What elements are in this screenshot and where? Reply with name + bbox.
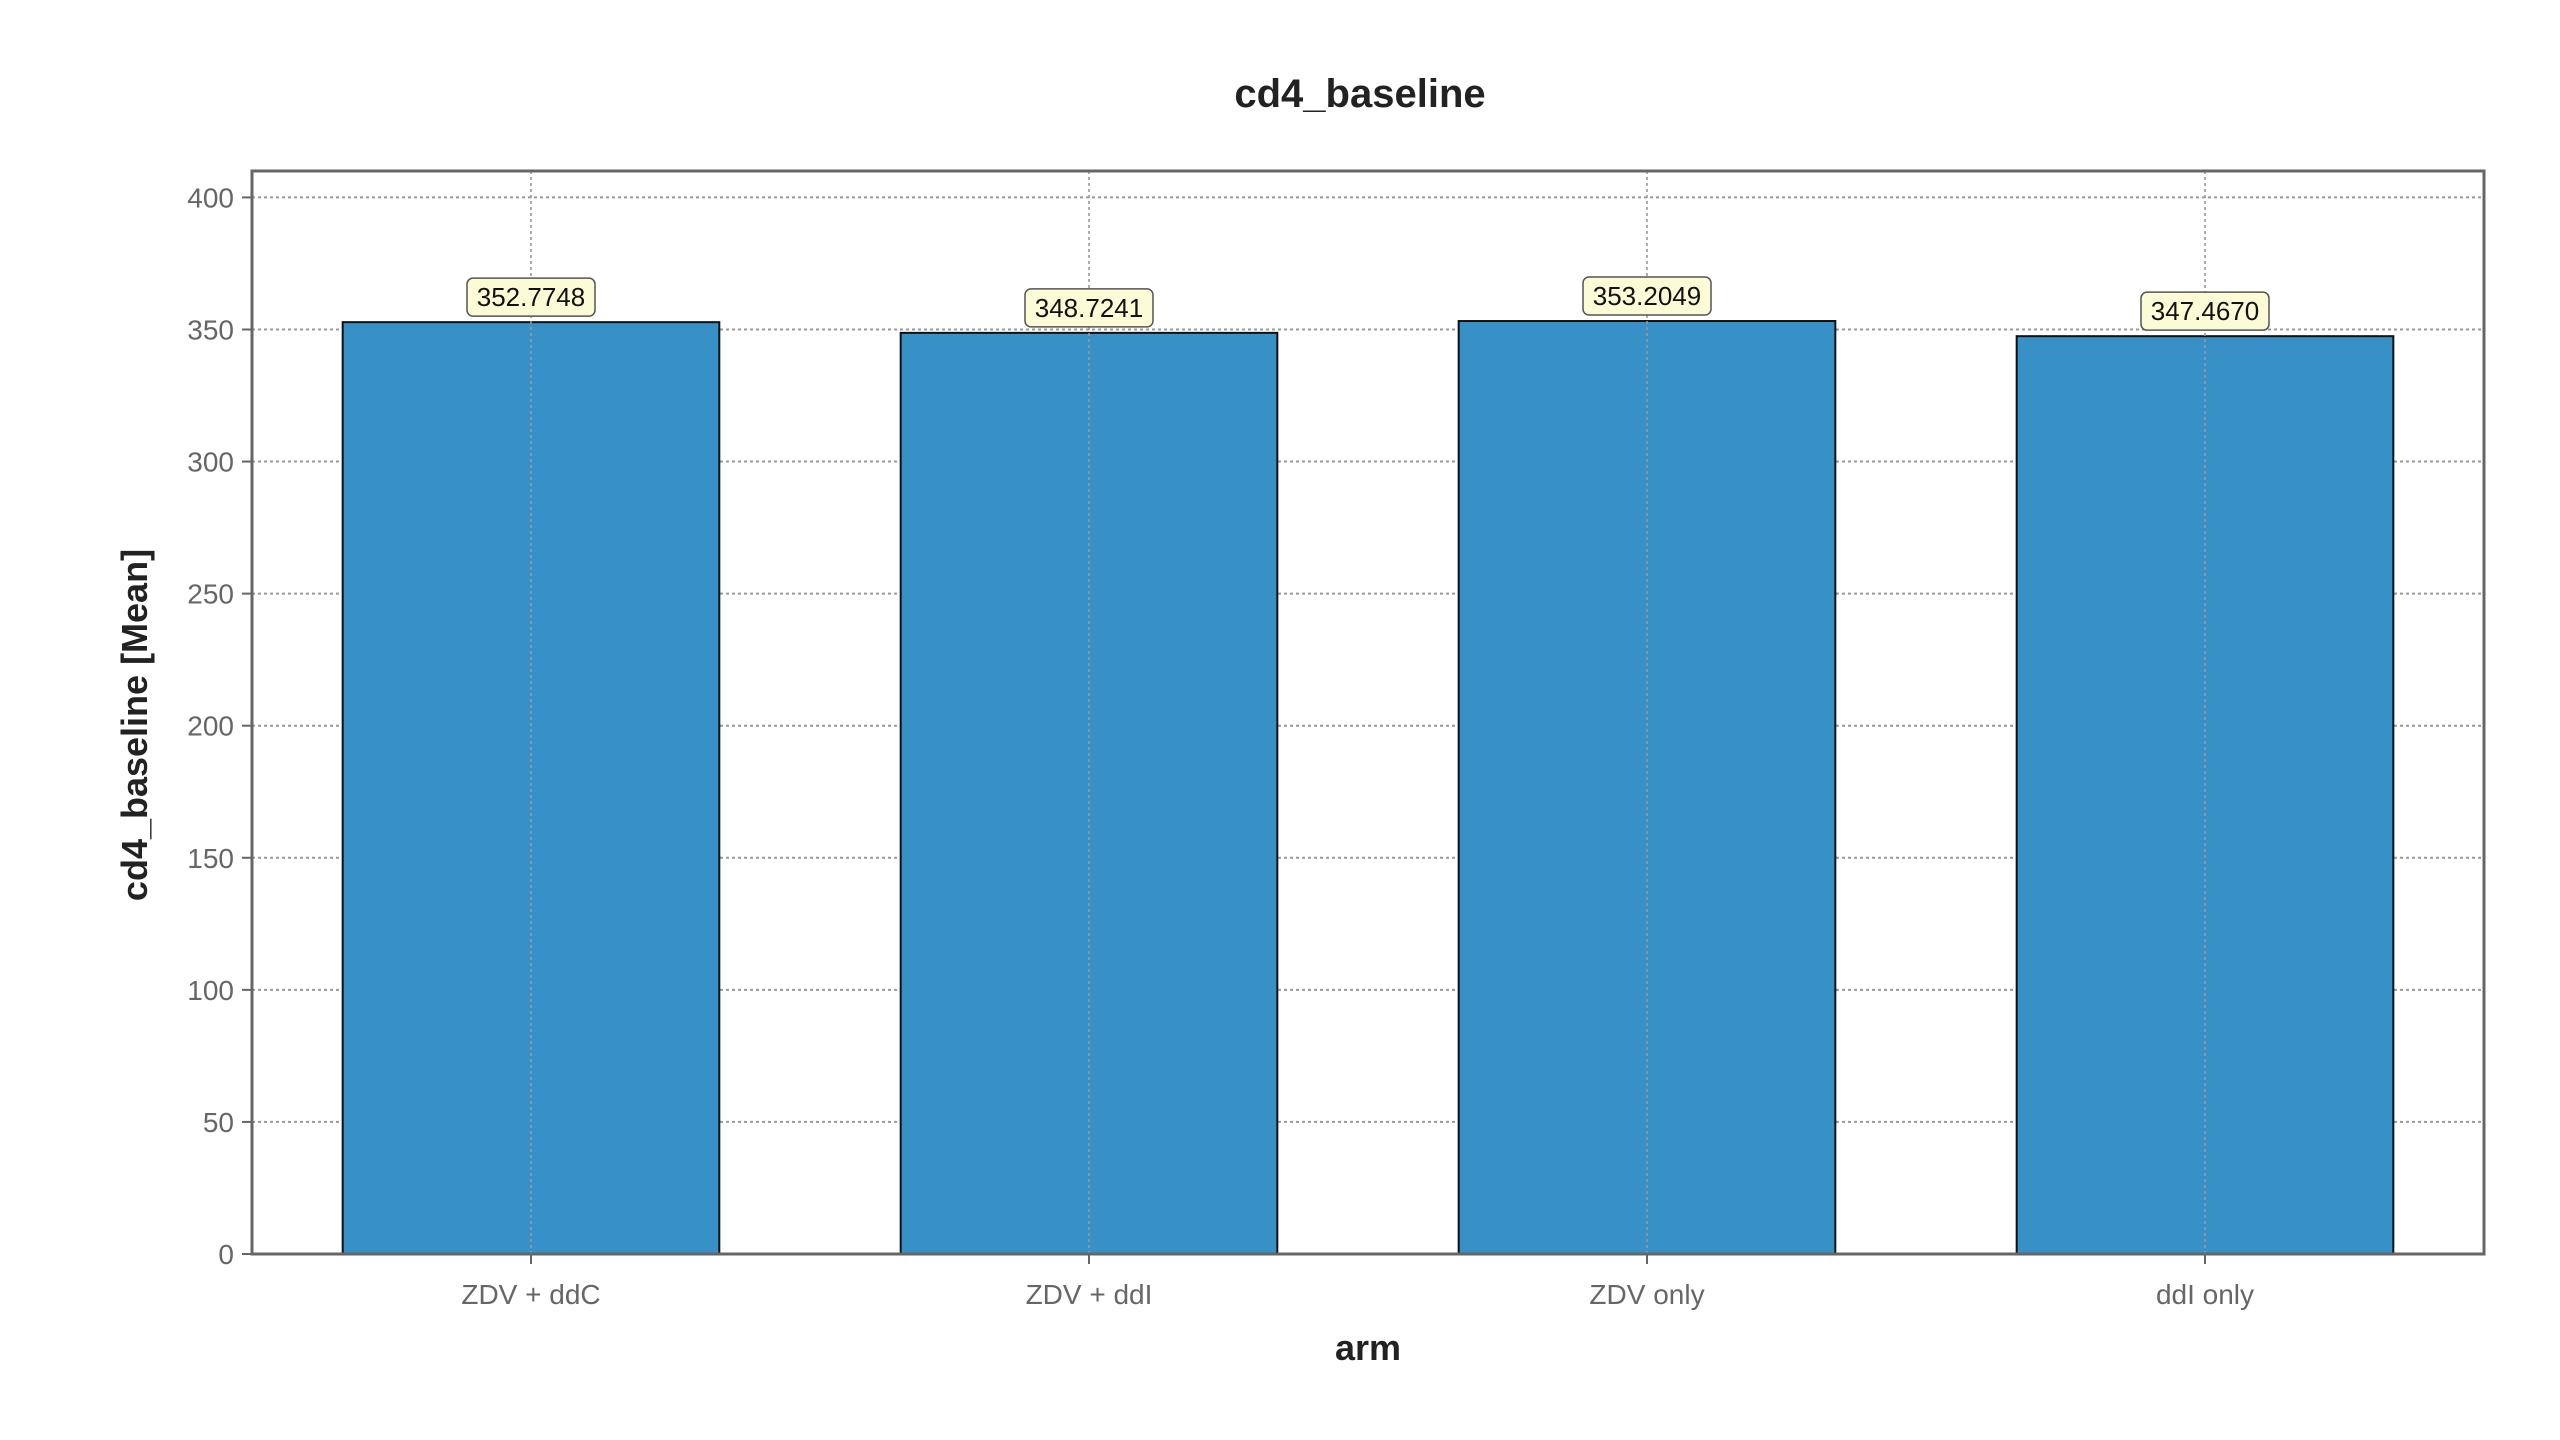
bar <box>899 331 1279 1256</box>
data-label-box <box>1024 288 1154 328</box>
data-labels: 352.7748 348.7241 353.2049 347.4670 <box>466 276 2270 331</box>
data-label-box <box>1582 276 1712 316</box>
data-label: 352.7748 <box>477 282 585 312</box>
y-axis-ticks: 0 50 100 150 200 250 300 350 400 <box>187 182 252 1270</box>
x-tick-label: ddI only <box>2156 1279 2254 1310</box>
plot-frame <box>250 169 2486 1256</box>
data-label: 347.4670 <box>2151 296 2259 326</box>
y-tick-label: 100 <box>187 975 234 1006</box>
data-label-box <box>2140 291 2270 331</box>
y-tick-label: 250 <box>187 579 234 610</box>
x-tick-label: ZDV + ddI <box>1026 1279 1153 1310</box>
vertical-grid-lines <box>530 171 2206 1254</box>
y-tick-label: 50 <box>203 1107 234 1138</box>
y-tick-label: 0 <box>218 1239 234 1270</box>
x-tick-label: ZDV + ddC <box>461 1279 600 1310</box>
y-axis-label: cd4_baseline [Mean] <box>114 549 155 901</box>
x-axis-ticks: ZDV + ddC ZDV + ddI ZDV only ddI only <box>461 1254 2254 1310</box>
y-tick-label: 300 <box>187 447 234 478</box>
y-tick-label: 150 <box>187 843 234 874</box>
y-tick-label: 400 <box>187 182 234 213</box>
chart-title: cd4_baseline <box>1234 72 1485 116</box>
x-tick-label: ZDV only <box>1589 1279 1704 1310</box>
data-label: 348.7241 <box>1035 293 1143 323</box>
y-tick-label: 350 <box>187 314 234 345</box>
y-tick-label: 200 <box>187 711 234 742</box>
bar <box>1457 320 1837 1256</box>
x-axis-label: arm <box>1335 1327 1401 1368</box>
data-label: 353.2049 <box>1593 281 1701 311</box>
data-label-box <box>466 277 596 317</box>
